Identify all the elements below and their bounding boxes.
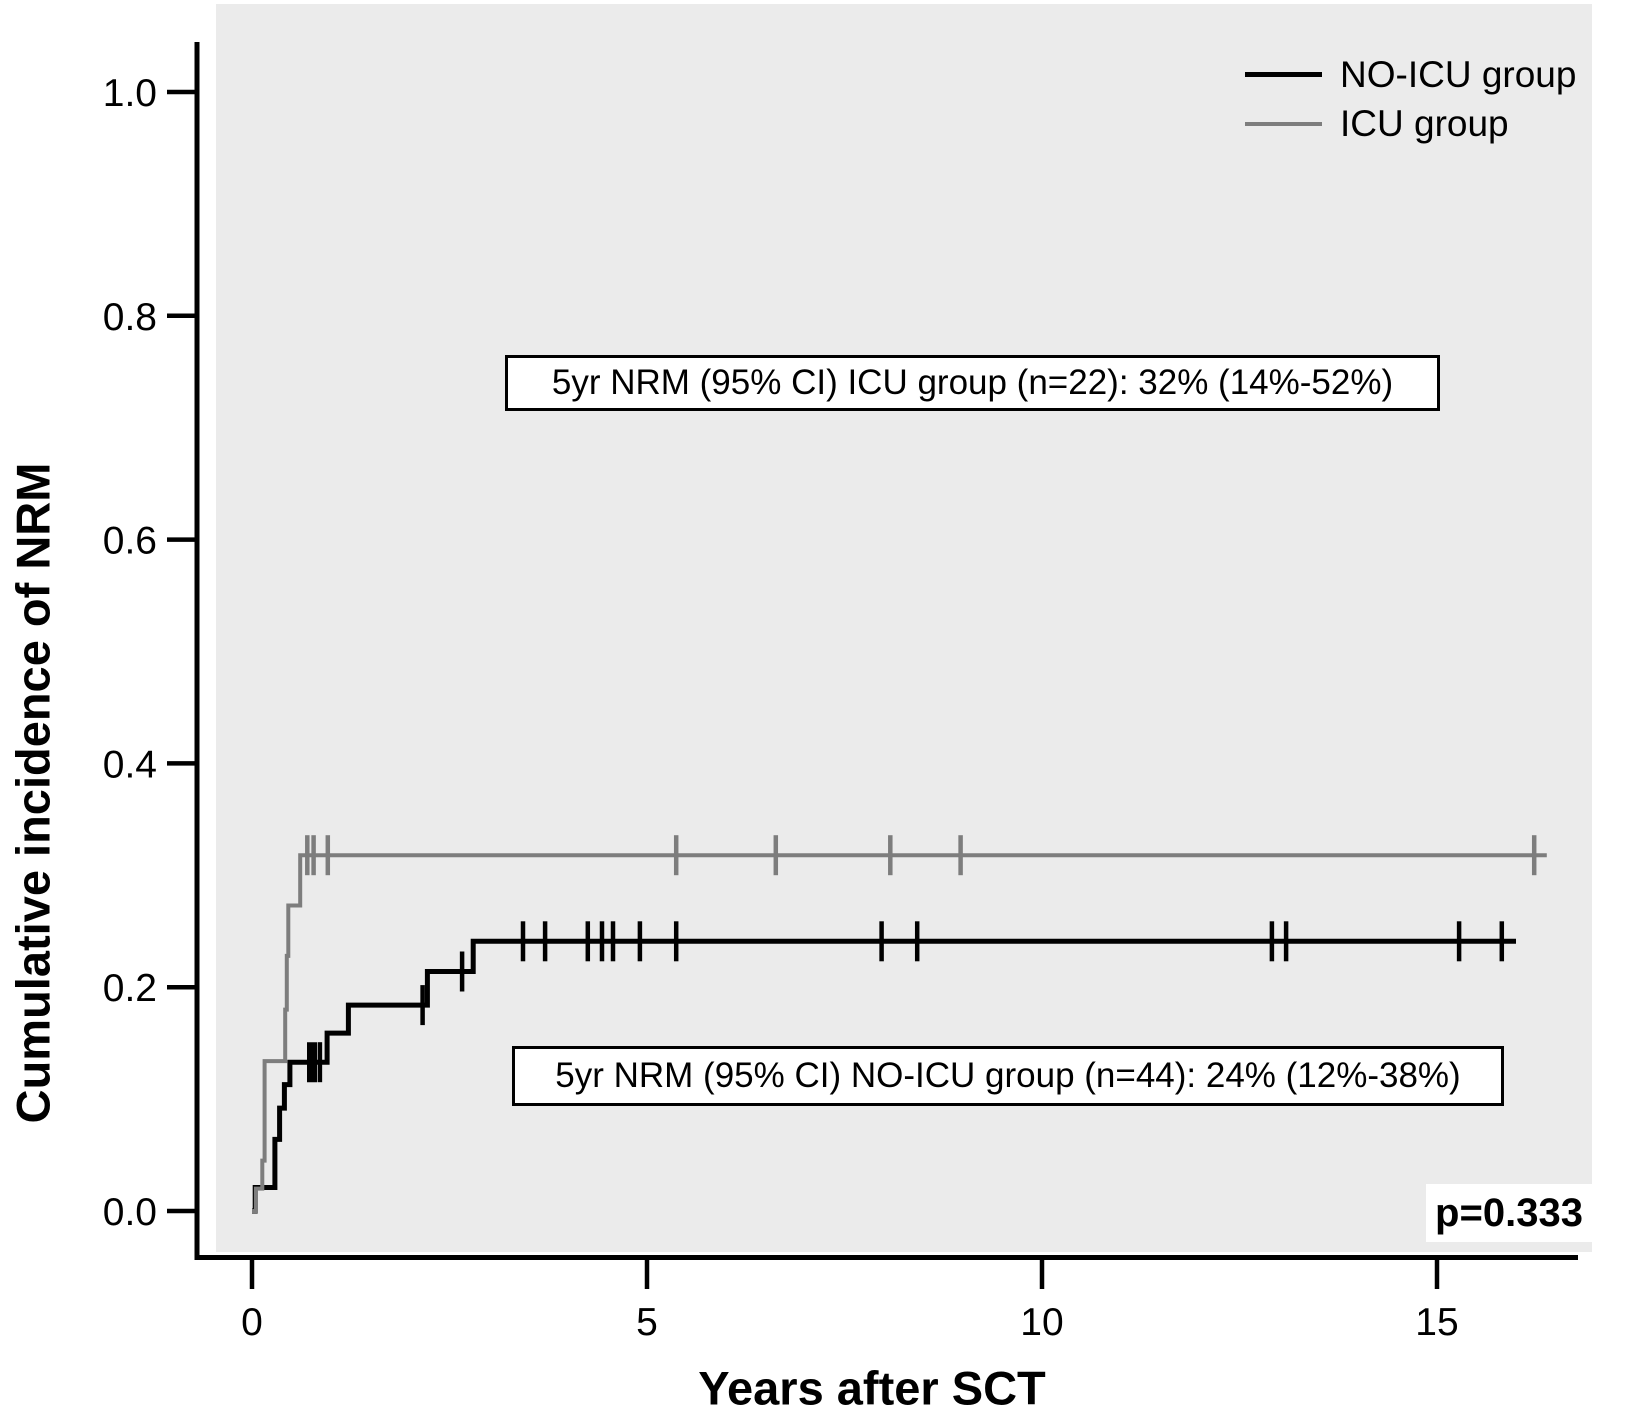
- x-tick-label: 10: [1020, 1301, 1063, 1344]
- y-tick-label: 1.0: [103, 72, 157, 115]
- legend-item-icu: ICU group: [1245, 99, 1576, 148]
- x-tick-label: 5: [636, 1301, 658, 1344]
- y-tick-label: 0.2: [103, 967, 157, 1010]
- annotation-icu-5yr-nrm: 5yr NRM (95% CI) ICU group (n=22): 32% (…: [505, 355, 1440, 411]
- y-tick-label: 0.6: [103, 520, 157, 563]
- series-no-icu-group: [252, 921, 1516, 1214]
- y-axis-title: Cumulative incidence of NRM: [6, 462, 60, 1124]
- p-value-label: p=0.333: [1426, 1184, 1592, 1242]
- legend-label-no-icu: NO-ICU group: [1340, 53, 1577, 95]
- x-tick-label: 0: [241, 1301, 263, 1344]
- y-tick-label: 0.4: [103, 743, 157, 786]
- legend: NO-ICU group ICU group: [1245, 50, 1576, 148]
- axes: 1.0 0.8 0.6 0.4 0.2 0.0 0 5 10 15: [103, 42, 1578, 1344]
- y-tick-label: 0.8: [103, 296, 157, 339]
- legend-line-no-icu-icon: [1245, 72, 1322, 77]
- legend-line-icu-icon: [1245, 121, 1322, 126]
- plot-area: [216, 4, 1592, 1252]
- y-tick-label: 0.0: [103, 1191, 157, 1234]
- series-icu-group: [252, 835, 1547, 1213]
- x-axis-title: Years after SCT: [698, 1361, 1046, 1415]
- no-icu-group-curve: [252, 938, 1516, 1214]
- icu-group-curve: [252, 853, 1547, 1213]
- annotation-no-icu-5yr-nrm: 5yr NRM (95% CI) NO-ICU group (n=44): 24…: [512, 1046, 1504, 1106]
- legend-label-icu: ICU group: [1340, 102, 1509, 144]
- x-tick-label: 15: [1415, 1301, 1458, 1344]
- legend-item-no-icu: NO-ICU group: [1245, 50, 1576, 99]
